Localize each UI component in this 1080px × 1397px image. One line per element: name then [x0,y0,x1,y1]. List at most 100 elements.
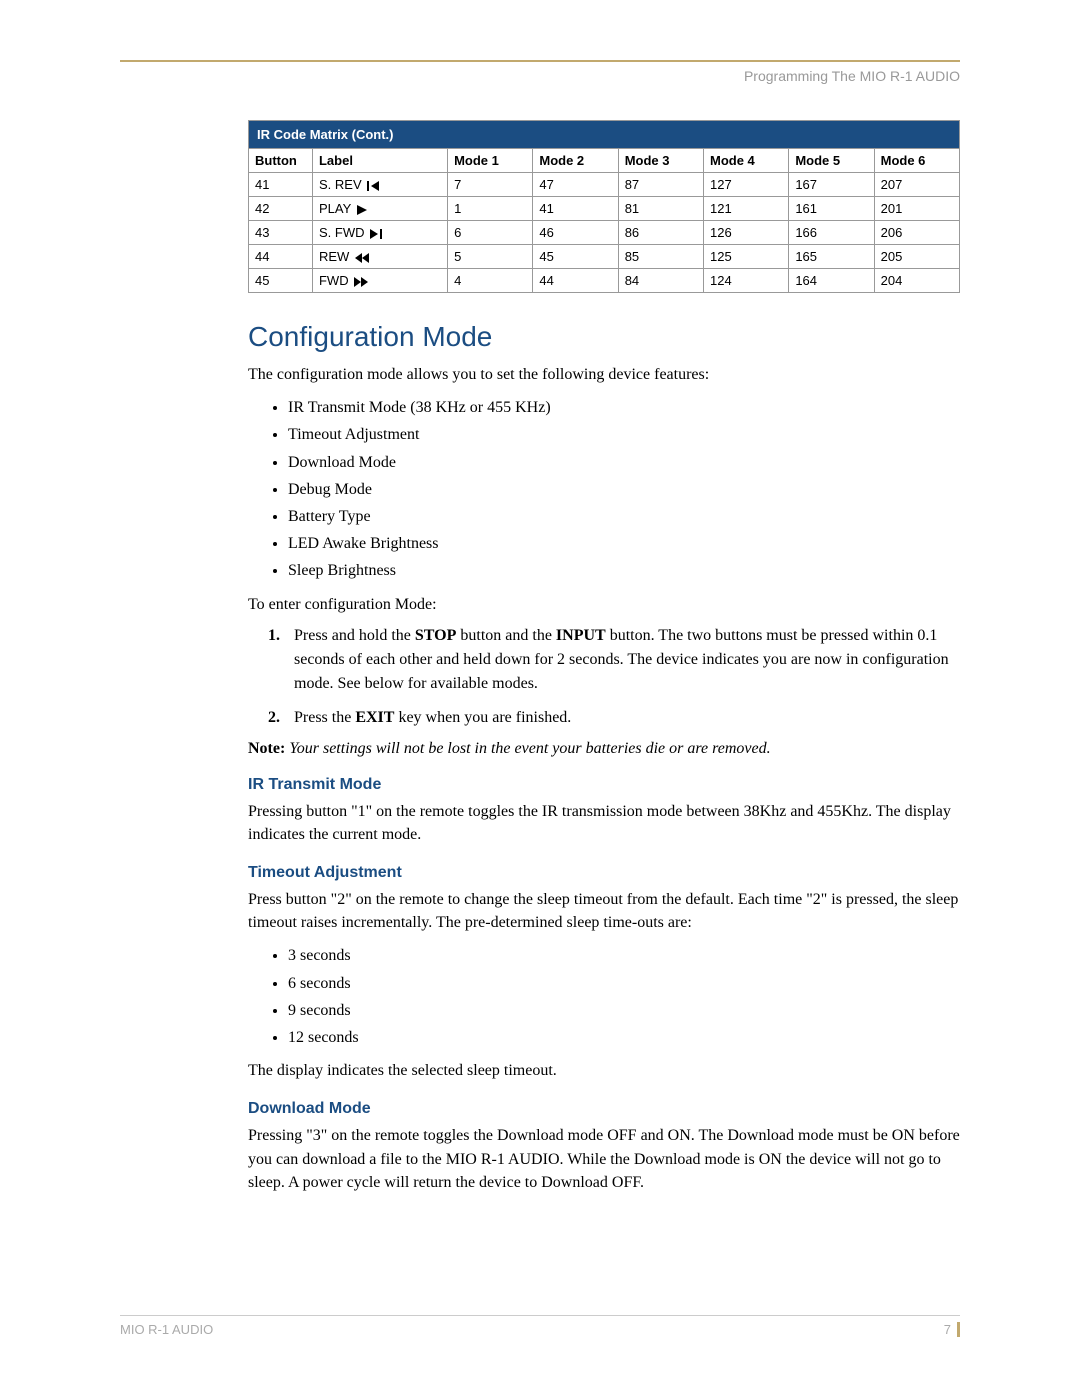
table-row: 41S. REV 74787127167207 [249,173,960,197]
running-head: Programming The MIO R-1 AUDIO [120,68,960,84]
list-item: Timeout Adjustment [288,421,960,448]
list-item: LED Awake Brightness [288,530,960,557]
note-label: Note: [248,740,285,757]
table-title: IR Code Matrix (Cont.) [249,121,960,149]
cell-mode: 127 [704,173,789,197]
feature-list: IR Transmit Mode (38 KHz or 455 KHz)Time… [288,394,960,584]
cell-mode: 41 [533,197,618,221]
fwd-icon [352,273,368,288]
cell-mode: 84 [618,269,703,293]
heading-timeout-adjustment: Timeout Adjustment [248,864,960,882]
rew-icon [353,249,369,264]
timeout-after: The display indicates the selected sleep… [248,1059,960,1082]
cell-button: 45 [249,269,313,293]
page-footer: MIO R-1 AUDIO 7 [120,1315,960,1337]
cell-mode: 47 [533,173,618,197]
footer-doc-name: MIO R-1 AUDIO [120,1322,213,1337]
cell-mode: 86 [618,221,703,245]
input-button-ref: INPUT [556,627,606,644]
step-text: button and the [456,627,556,644]
config-intro: The configuration mode allows you to set… [248,363,960,386]
table-column-header: Button [249,149,313,173]
header-rule [120,60,960,62]
cell-mode: 167 [789,173,874,197]
cell-mode: 207 [874,173,959,197]
cell-mode: 126 [704,221,789,245]
cell-label: FWD [312,269,447,293]
cell-label: REW [312,245,447,269]
table-row: 44REW 54585125165205 [249,245,960,269]
note: Note: Your settings will not be lost in … [248,740,960,758]
cell-mode: 45 [533,245,618,269]
list-item: 12 seconds [288,1024,960,1051]
cell-mode: 1 [448,197,533,221]
note-text: Your settings will not be lost in the ev… [285,740,770,757]
cell-mode: 205 [874,245,959,269]
cell-label: S. REV [312,173,447,197]
cell-mode: 81 [618,197,703,221]
cell-label: PLAY [312,197,447,221]
timeout-list: 3 seconds6 seconds9 seconds12 seconds [288,942,960,1051]
cell-mode: 121 [704,197,789,221]
cell-mode: 4 [448,269,533,293]
cell-mode: 161 [789,197,874,221]
cell-mode: 166 [789,221,874,245]
play-icon [355,201,367,216]
table-column-header: Mode 4 [704,149,789,173]
table-column-header: Mode 6 [874,149,959,173]
cell-mode: 46 [533,221,618,245]
step-1: Press and hold the STOP button and the I… [268,624,960,696]
config-steps: Press and hold the STOP button and the I… [268,624,960,730]
table-column-header: Mode 1 [448,149,533,173]
cell-mode: 125 [704,245,789,269]
cell-mode: 6 [448,221,533,245]
list-item: Sleep Brightness [288,557,960,584]
cell-button: 42 [249,197,313,221]
list-item: 6 seconds [288,970,960,997]
skip-back-icon [365,177,381,192]
cell-mode: 164 [789,269,874,293]
stop-button-ref: STOP [415,627,457,644]
cell-mode: 165 [789,245,874,269]
cell-mode: 87 [618,173,703,197]
step-text: key when you are finished. [394,709,571,726]
list-item: Battery Type [288,503,960,530]
heading-download-mode: Download Mode [248,1100,960,1118]
ir-transmit-body: Pressing button "1" on the remote toggle… [248,800,960,846]
exit-key-ref: EXIT [355,709,394,726]
ir-code-matrix-table: IR Code Matrix (Cont.) ButtonLabelMode 1… [248,120,960,293]
list-item: IR Transmit Mode (38 KHz or 455 KHz) [288,394,960,421]
cell-mode: 204 [874,269,959,293]
table-column-header: Mode 3 [618,149,703,173]
cell-mode: 206 [874,221,959,245]
cell-mode: 85 [618,245,703,269]
cell-mode: 201 [874,197,959,221]
cell-mode: 44 [533,269,618,293]
table-row: 43S. FWD 64686126166206 [249,221,960,245]
enter-config-label: To enter configuration Mode: [248,593,960,616]
footer-page-number: 7 [944,1322,960,1337]
skip-fwd-icon [368,225,384,240]
timeout-body: Press button "2" on the remote to change… [248,888,960,934]
list-item: Debug Mode [288,476,960,503]
list-item: 9 seconds [288,997,960,1024]
cell-label: S. FWD [312,221,447,245]
cell-mode: 124 [704,269,789,293]
table-row: 42PLAY 14181121161201 [249,197,960,221]
table-column-header: Label [312,149,447,173]
step-text: Press and hold the [294,627,415,644]
heading-ir-transmit-mode: IR Transmit Mode [248,776,960,794]
list-item: 3 seconds [288,942,960,969]
list-item: Download Mode [288,449,960,476]
cell-button: 41 [249,173,313,197]
cell-button: 43 [249,221,313,245]
cell-button: 44 [249,245,313,269]
table-column-header: Mode 5 [789,149,874,173]
table-column-header: Mode 2 [533,149,618,173]
download-body: Pressing "3" on the remote toggles the D… [248,1124,960,1194]
step-text: Press the [294,709,355,726]
step-2: Press the EXIT key when you are finished… [268,706,960,730]
cell-mode: 5 [448,245,533,269]
table-row: 45FWD 44484124164204 [249,269,960,293]
cell-mode: 7 [448,173,533,197]
